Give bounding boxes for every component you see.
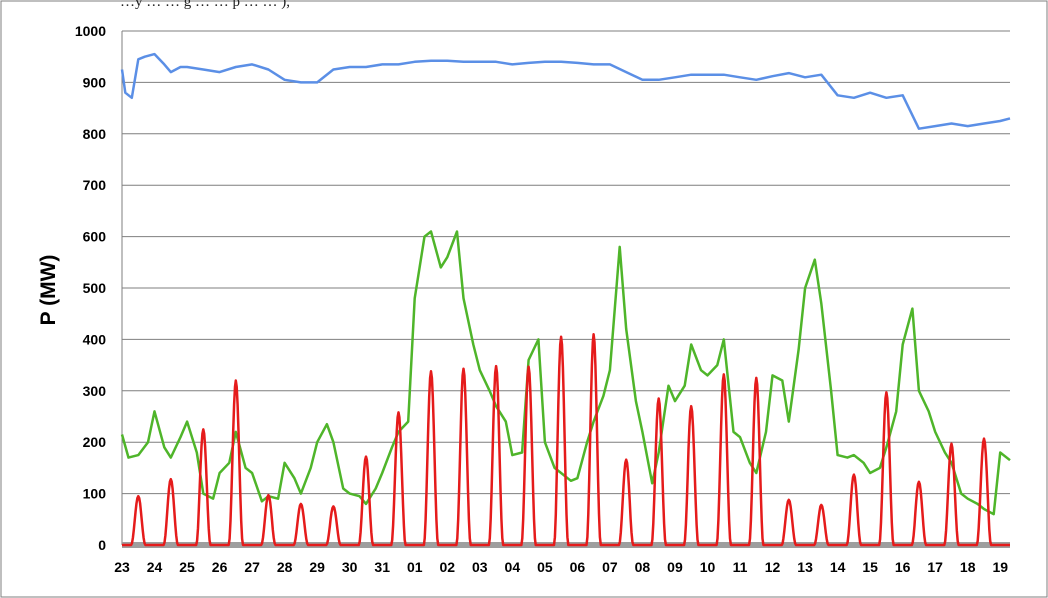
- x-tick-label: 02: [439, 559, 455, 575]
- x-tick-label: 13: [797, 559, 813, 575]
- y-tick-label: 400: [83, 331, 107, 347]
- x-tick-label: 06: [570, 559, 586, 575]
- y-axis-label: P (MW): [37, 255, 60, 326]
- x-axis-ticks: 23 24 25 26 27 28 29 30 31 01 02 03 04 05 06 07 08 09 10 11…: [114, 559, 1008, 575]
- x-tick-label: 04: [505, 559, 521, 575]
- x-tick-label: 30: [342, 559, 358, 575]
- y-tick-label: 500: [83, 280, 107, 296]
- x-tick-label: 03: [472, 559, 488, 575]
- x-tick-label: 07: [602, 559, 618, 575]
- x-tick-label: 09: [667, 559, 683, 575]
- x-tick-label: 16: [895, 559, 911, 575]
- y-tick-label: 900: [83, 74, 107, 90]
- x-tick-label: 27: [244, 559, 260, 575]
- x-tick-label: 15: [862, 559, 878, 575]
- y-axis-ticks: 0 100 200 300 400 500 600 700 800 900 1000: [75, 23, 106, 553]
- x-tick-label: 19: [992, 559, 1008, 575]
- caption-fragment: …y … … g … … p … … ),: [120, 0, 290, 10]
- x-tick-label: 14: [830, 559, 846, 575]
- blue-series-line: [120, 52, 1011, 130]
- x-tick-label: 31: [374, 559, 390, 575]
- x-tick-label: 17: [927, 559, 943, 575]
- y-tick-label: 300: [83, 383, 107, 399]
- x-tick-label: 12: [765, 559, 781, 575]
- x-tick-label: 29: [309, 559, 325, 575]
- x-tick-label: 26: [212, 559, 228, 575]
- x-tick-label: 05: [537, 559, 553, 575]
- y-tick-label: 1000: [75, 23, 106, 39]
- x-tick-label: 25: [179, 559, 195, 575]
- red-series-line: [122, 333, 1010, 547]
- x-tick-label: 01: [407, 559, 423, 575]
- y-tick-label: 800: [83, 126, 107, 142]
- x-tick-label: 08: [635, 559, 651, 575]
- x-tick-label: 23: [114, 559, 130, 575]
- series-layer: [120, 52, 1011, 548]
- y-tick-label: 200: [83, 434, 107, 450]
- x-tick-label: 18: [960, 559, 976, 575]
- y-tick-label: 100: [83, 486, 107, 502]
- x-tick-label: 10: [700, 559, 716, 575]
- y-tick-label: 600: [83, 229, 107, 245]
- x-tick-label: 28: [277, 559, 293, 575]
- x-tick-label: 11: [733, 559, 748, 575]
- x-tick-label: 24: [147, 559, 163, 575]
- y-tick-label: 0: [98, 537, 106, 553]
- y-tick-label: 700: [83, 177, 107, 193]
